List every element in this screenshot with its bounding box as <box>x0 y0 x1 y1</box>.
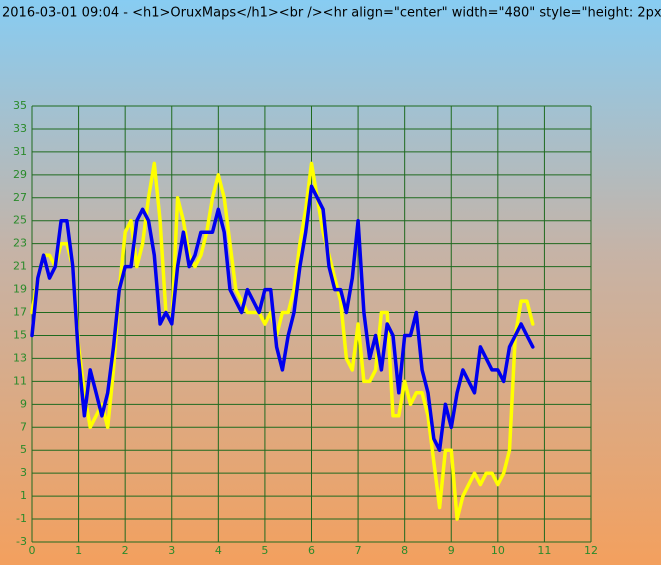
y-tick-label: -3 <box>16 535 27 548</box>
x-tick-label: 7 <box>355 544 362 557</box>
x-tick-label: 5 <box>261 544 268 557</box>
x-tick-label: 3 <box>168 544 175 557</box>
x-tick-label: 11 <box>537 544 551 557</box>
y-tick-label: -1 <box>16 512 27 525</box>
y-tick-label: 19 <box>13 283 27 296</box>
x-tick-label: 4 <box>215 544 222 557</box>
y-tick-label: 31 <box>13 145 27 158</box>
y-tick-label: 7 <box>20 420 27 433</box>
x-tick-label: 8 <box>401 544 408 557</box>
y-tick-label: 27 <box>13 191 27 204</box>
y-tick-label: 21 <box>13 260 27 273</box>
y-tick-label: 35 <box>13 99 27 112</box>
y-tick-label: 23 <box>13 237 27 250</box>
y-tick-label: 1 <box>20 489 27 502</box>
y-tick-label: 9 <box>20 397 27 410</box>
y-tick-label: 13 <box>13 351 27 364</box>
y-tick-label: 17 <box>13 306 27 319</box>
x-tick-label: 6 <box>308 544 315 557</box>
series-line <box>30 184 535 452</box>
x-tick-label: 0 <box>29 544 36 557</box>
y-tick-label: 15 <box>13 328 27 341</box>
y-tick-label: 25 <box>13 214 27 227</box>
y-tick-label: 33 <box>13 122 27 135</box>
y-tick-label: 11 <box>13 374 27 387</box>
x-tick-label: 2 <box>122 544 129 557</box>
x-tick-label: 12 <box>584 544 598 557</box>
x-tick-label: 1 <box>75 544 82 557</box>
x-tick-label: 10 <box>491 544 505 557</box>
x-tick-label: 9 <box>448 544 455 557</box>
y-tick-label: 5 <box>20 443 27 456</box>
chart-title: 2016-03-01 09:04 - <h1>OruxMaps</h1><br … <box>2 6 661 21</box>
y-tick-label: 29 <box>13 168 27 181</box>
y-tick-label: 3 <box>20 466 27 479</box>
